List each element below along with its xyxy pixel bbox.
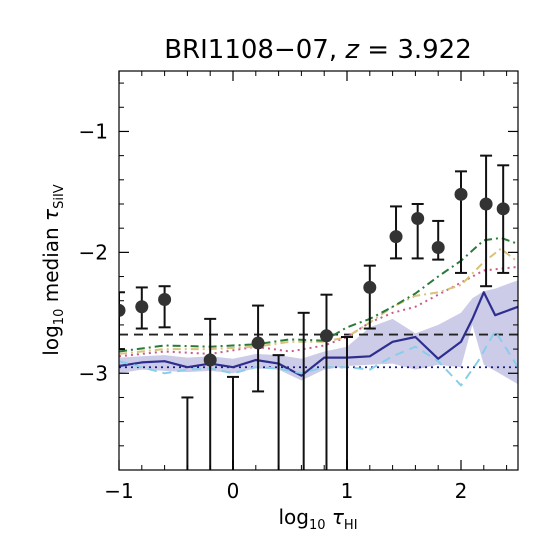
data-point-5 (203, 317, 217, 470)
data-point-9 (297, 311, 310, 470)
plot-area (119, 154, 518, 470)
x-tick-label: −1 (104, 479, 133, 503)
data-point-10 (319, 293, 333, 470)
data-point-17 (479, 154, 493, 288)
marker (479, 197, 493, 211)
x-tick-label: 0 (227, 479, 240, 503)
data-point-6 (227, 375, 239, 470)
y-tick-label: −1 (79, 119, 108, 143)
confidence-band (119, 280, 518, 385)
x-axis-label: log10 τHI (278, 505, 357, 533)
marker (135, 300, 149, 314)
data-point-7 (251, 304, 265, 393)
data-point-13 (389, 205, 403, 260)
y-axis-label: log10 median τSiIV (39, 184, 67, 355)
data-point-14 (411, 203, 425, 260)
data-point-12 (363, 264, 377, 330)
chart-title: BRI1108−07, z = 3.922 (164, 35, 472, 65)
x-tick-label: 2 (455, 479, 468, 503)
marker (319, 329, 333, 343)
marker (496, 202, 510, 216)
marker (431, 241, 445, 255)
series-line-2 (119, 330, 518, 387)
data-point-18 (496, 164, 510, 274)
data-point-8 (272, 354, 285, 470)
data-point-16 (454, 170, 468, 274)
marker (119, 303, 126, 317)
data-point-4 (181, 396, 194, 470)
series-line-1 (119, 291, 518, 377)
x-tick-label: 1 (341, 479, 354, 503)
data-point-3 (158, 285, 172, 329)
y-tick-label: −3 (79, 361, 108, 385)
y-tick-label: −2 (79, 240, 108, 264)
data-point-15 (431, 219, 445, 261)
data-point-2 (135, 286, 149, 330)
marker (454, 187, 468, 201)
marker (389, 230, 403, 244)
marker (203, 353, 217, 367)
axes-frame (118, 70, 519, 471)
marker (363, 280, 377, 294)
marker (411, 212, 425, 226)
marker (158, 293, 172, 307)
marker (251, 336, 265, 350)
